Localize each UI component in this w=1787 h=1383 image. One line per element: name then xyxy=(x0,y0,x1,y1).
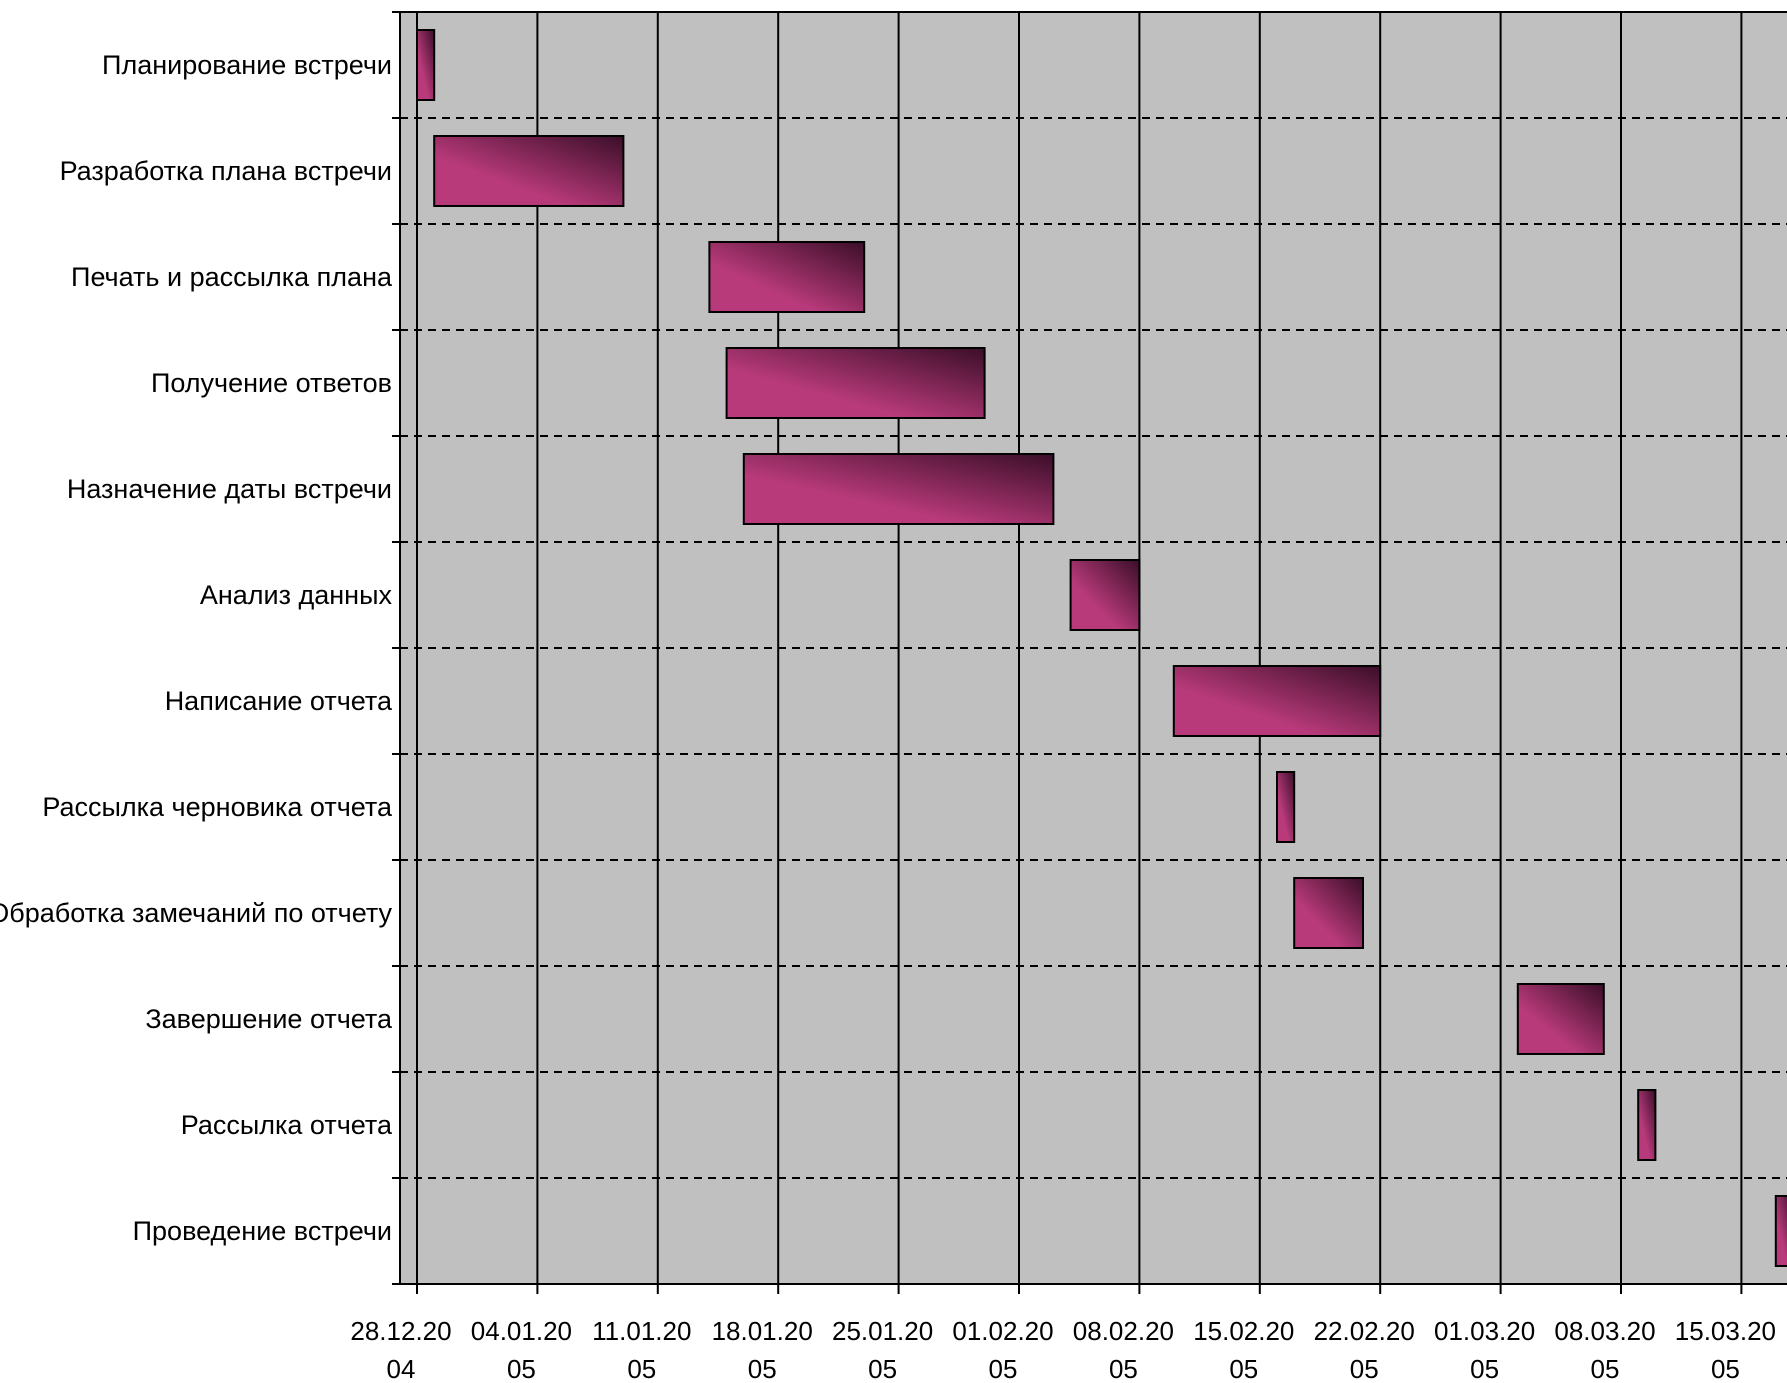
x-tick-label: 01.03.20 05 xyxy=(1434,1316,1535,1383)
x-tick-label: 01.02.20 05 xyxy=(952,1316,1053,1383)
task-bar xyxy=(708,241,866,313)
x-tick-label-line: 05 xyxy=(748,1354,777,1383)
x-tick-label-line: 05 xyxy=(1470,1354,1499,1383)
task-label: Обработка замечаний по отчету xyxy=(0,898,392,928)
task-label: Печать и рассылка плана xyxy=(71,262,393,292)
x-tick-label-line: 05 xyxy=(627,1354,656,1383)
task-label: Рассылка черновика отчета xyxy=(42,792,393,822)
task-label: Завершение отчета xyxy=(145,1004,393,1034)
task-label: Получение ответов xyxy=(151,368,392,398)
x-tick-label-line: 15.02.20 xyxy=(1193,1316,1294,1346)
task-bar xyxy=(725,347,986,419)
x-tick-label-line: 08.02.20 xyxy=(1073,1316,1174,1346)
date-tick-labels: 28.12.20 04 04.01.20 05 11.01.20 05 18.01.20 05… xyxy=(350,1316,1776,1383)
x-tick-label: 22.02.20 05 xyxy=(1314,1316,1415,1383)
task-bar xyxy=(1069,559,1141,631)
x-tick-label: 15.02.20 05 xyxy=(1193,1316,1294,1383)
x-tick-label-line: 04.01.20 xyxy=(471,1316,572,1346)
x-tick-label-line: 05 xyxy=(1711,1354,1740,1383)
task-labels: Планирование встречи Разработка плана вст… xyxy=(0,50,393,1246)
task-bar xyxy=(1172,665,1382,737)
x-tick-label-line: 15.03.20 xyxy=(1675,1316,1776,1346)
x-tick-label-line: 08.03.20 xyxy=(1554,1316,1655,1346)
x-tick-label: 08.03.20 05 xyxy=(1554,1316,1655,1383)
task-bar xyxy=(742,453,1055,525)
x-tick-label-line: 01.03.20 xyxy=(1434,1316,1535,1346)
task-bar xyxy=(1774,1195,1787,1267)
task-label: Анализ данных xyxy=(200,580,393,610)
x-tick-label-line: 04 xyxy=(387,1354,416,1383)
task-bars xyxy=(416,29,1787,1267)
task-label: Назначение даты встречи xyxy=(67,474,392,504)
x-tick-label-line: 05 xyxy=(1229,1354,1258,1383)
x-tick-label: 28.12.20 04 xyxy=(350,1316,451,1383)
task-bar xyxy=(1516,983,1605,1055)
x-tick-label-line: 01.02.20 xyxy=(952,1316,1053,1346)
task-bar xyxy=(433,135,625,207)
x-tick-label: 08.02.20 05 xyxy=(1073,1316,1174,1383)
x-tick-label: 15.03.20 05 xyxy=(1675,1316,1776,1383)
task-label: Планирование встречи xyxy=(102,50,392,80)
x-tick-label-line: 28.12.20 xyxy=(350,1316,451,1346)
x-tick-label-line: 05 xyxy=(1591,1354,1620,1383)
x-tick-label-line: 22.02.20 xyxy=(1314,1316,1415,1346)
x-tick-label-line: 05 xyxy=(868,1354,897,1383)
x-tick-label-line: 05 xyxy=(507,1354,536,1383)
task-bar xyxy=(1637,1089,1657,1161)
x-tick-label: 25.01.20 05 xyxy=(832,1316,933,1383)
x-tick-label-line: 18.01.20 xyxy=(712,1316,813,1346)
task-bar xyxy=(1293,877,1364,949)
x-tick-label-line: 05 xyxy=(989,1354,1018,1383)
axes xyxy=(392,11,1787,1294)
task-label: Проведение встречи xyxy=(133,1216,392,1246)
x-tick-label-line: 11.01.20 xyxy=(592,1316,691,1346)
grid xyxy=(400,11,1787,1285)
task-label: Разработка плана встречи xyxy=(60,156,392,186)
task-bar xyxy=(1276,771,1296,843)
x-tick-label: 04.01.20 05 xyxy=(471,1316,572,1383)
x-tick-label-line: 25.01.20 xyxy=(832,1316,933,1346)
task-bar xyxy=(416,29,436,101)
x-tick-label-line: 05 xyxy=(1109,1354,1138,1383)
x-tick-label-line: 05 xyxy=(1350,1354,1379,1383)
x-tick-label: 11.01.20 05 xyxy=(592,1316,691,1383)
task-label: Написание отчета xyxy=(165,686,393,716)
task-label: Рассылка отчета xyxy=(181,1110,393,1140)
x-tick-label: 18.01.20 05 xyxy=(712,1316,813,1383)
